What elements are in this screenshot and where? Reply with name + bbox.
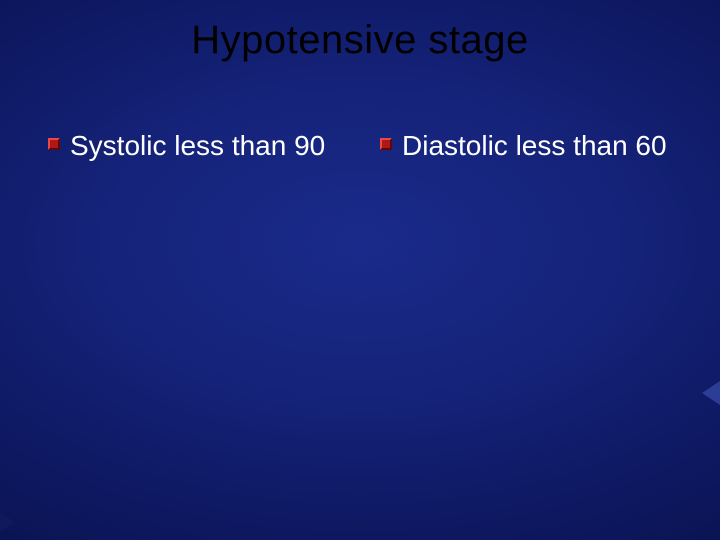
column-right: Diastolic less than 60 bbox=[380, 128, 672, 163]
list-item: Systolic less than 90 bbox=[48, 128, 340, 163]
column-left: Systolic less than 90 bbox=[48, 128, 340, 163]
bullet-text: Systolic less than 90 bbox=[70, 128, 325, 163]
list-item: Diastolic less than 60 bbox=[380, 128, 672, 163]
slide: Hypotensive stage Systolic less than 90 bbox=[0, 0, 720, 540]
decorative-accent-right bbox=[702, 381, 720, 405]
bullet-icon bbox=[48, 138, 60, 150]
slide-content: Systolic less than 90 Diastolic less tha… bbox=[48, 128, 672, 163]
bullet-text: Diastolic less than 60 bbox=[402, 128, 667, 163]
bullet-icon bbox=[380, 138, 392, 150]
decorative-accent-left bbox=[0, 512, 14, 532]
slide-title: Hypotensive stage bbox=[0, 18, 720, 63]
